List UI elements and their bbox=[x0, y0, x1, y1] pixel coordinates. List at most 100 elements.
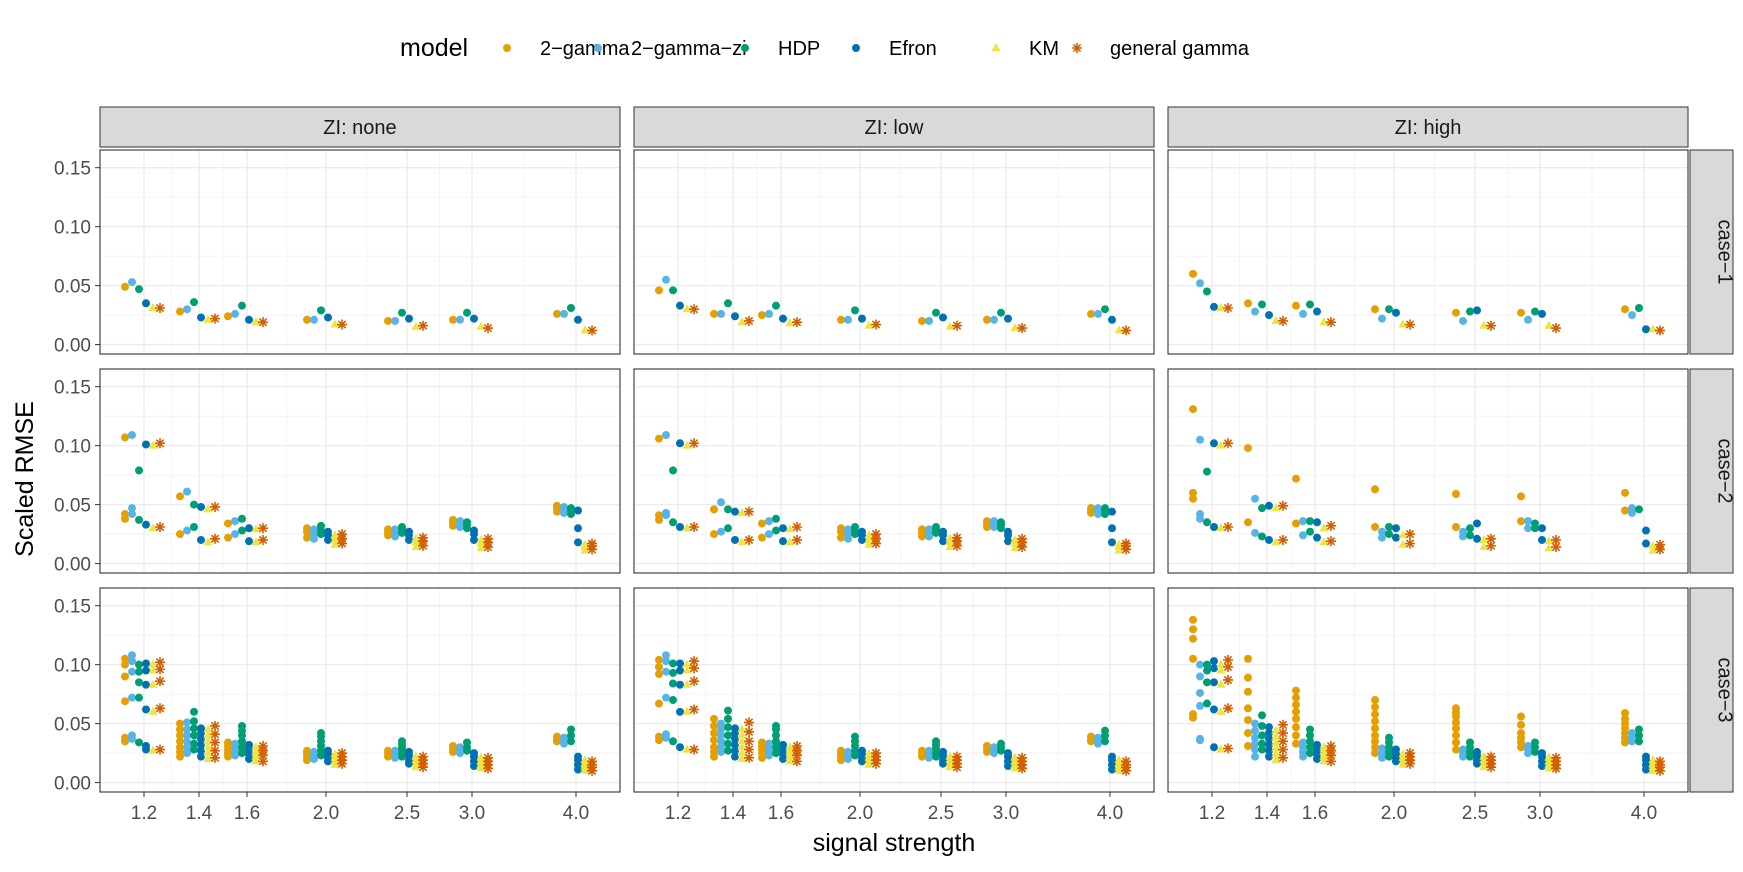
data-point bbox=[303, 746, 311, 755]
data-point bbox=[710, 714, 718, 723]
series-2-gamma bbox=[655, 434, 1095, 542]
data-point bbox=[1371, 710, 1379, 719]
data-point bbox=[1313, 740, 1321, 749]
data-point bbox=[1251, 752, 1259, 761]
data-point bbox=[203, 748, 213, 757]
data-point bbox=[655, 434, 663, 443]
data-point bbox=[710, 743, 718, 752]
data-point bbox=[837, 315, 845, 324]
data-point bbox=[925, 316, 933, 325]
data-point bbox=[1466, 738, 1474, 747]
data-point bbox=[231, 530, 239, 539]
data-point bbox=[251, 751, 261, 760]
series-hdp bbox=[1203, 660, 1643, 761]
data-point bbox=[483, 752, 493, 763]
data-point bbox=[1094, 504, 1102, 513]
data-point bbox=[251, 317, 261, 326]
data-point bbox=[655, 286, 663, 295]
data-point bbox=[851, 732, 859, 741]
panel-border bbox=[99, 587, 621, 793]
data-point bbox=[197, 535, 205, 544]
data-point bbox=[1642, 752, 1650, 761]
data-point bbox=[682, 304, 692, 313]
panel-background bbox=[100, 588, 620, 792]
data-point bbox=[135, 285, 143, 294]
data-point bbox=[1258, 504, 1266, 513]
row-strip-case-3: case−3 bbox=[1689, 587, 1736, 793]
data-point bbox=[1635, 731, 1643, 740]
data-point bbox=[1635, 737, 1643, 746]
data-point bbox=[1642, 539, 1650, 548]
data-point bbox=[669, 679, 677, 688]
strip-label: ZI: high bbox=[1395, 117, 1462, 139]
data-point bbox=[662, 657, 670, 666]
data-point bbox=[925, 525, 933, 534]
data-point bbox=[772, 749, 780, 758]
data-point bbox=[1251, 726, 1259, 735]
data-point bbox=[744, 717, 754, 728]
data-point bbox=[391, 316, 399, 325]
data-point bbox=[1517, 729, 1525, 738]
x-tick-label: 2.0 bbox=[1381, 803, 1407, 824]
data-point bbox=[190, 739, 198, 748]
panel-border bbox=[1167, 587, 1689, 793]
data-point bbox=[1210, 439, 1218, 448]
data-point bbox=[1265, 740, 1273, 749]
data-point bbox=[190, 745, 198, 754]
panel-case-1-zi-high bbox=[1167, 149, 1689, 355]
data-point bbox=[567, 504, 575, 513]
data-point bbox=[1392, 533, 1400, 542]
strip-label: ZI: low bbox=[865, 117, 924, 139]
data-point bbox=[737, 730, 747, 739]
data-point bbox=[224, 533, 232, 542]
data-point bbox=[1210, 523, 1218, 532]
data-point bbox=[918, 316, 926, 325]
data-point bbox=[1299, 309, 1307, 318]
data-point bbox=[1405, 538, 1415, 549]
y-tick-label: 0.15 bbox=[54, 597, 91, 618]
data-point bbox=[1189, 615, 1197, 624]
data-point bbox=[785, 746, 795, 755]
data-point bbox=[231, 309, 239, 318]
data-point bbox=[580, 325, 590, 334]
data-point bbox=[792, 756, 802, 767]
data-point bbox=[1087, 309, 1095, 318]
data-point bbox=[197, 724, 205, 733]
data-point bbox=[1628, 311, 1636, 320]
data-point bbox=[1292, 686, 1300, 695]
data-point bbox=[682, 440, 692, 449]
data-point bbox=[155, 438, 165, 449]
legend-label: KM bbox=[1029, 38, 1059, 60]
data-point bbox=[1108, 524, 1116, 533]
data-point bbox=[1210, 657, 1218, 666]
data-point bbox=[939, 527, 947, 536]
data-point bbox=[574, 315, 582, 324]
y-tick-label: 0.15 bbox=[54, 159, 91, 180]
data-point bbox=[983, 742, 991, 751]
data-point bbox=[1628, 729, 1636, 738]
data-point bbox=[710, 736, 718, 745]
data-point bbox=[1517, 492, 1525, 501]
data-point bbox=[1251, 739, 1259, 748]
x-tick-label: 2.5 bbox=[394, 803, 420, 824]
data-point bbox=[997, 308, 1005, 317]
data-point bbox=[238, 301, 246, 310]
data-point bbox=[1621, 305, 1629, 314]
data-point bbox=[779, 740, 787, 749]
strip-background bbox=[633, 106, 1155, 148]
data-point bbox=[1371, 305, 1379, 314]
data-point bbox=[939, 313, 947, 322]
data-point bbox=[655, 732, 663, 741]
data-point bbox=[758, 519, 766, 528]
data-point bbox=[463, 738, 471, 747]
data-point bbox=[1251, 719, 1259, 728]
data-point bbox=[456, 517, 464, 526]
data-point bbox=[1551, 534, 1561, 545]
data-point bbox=[483, 533, 493, 544]
data-point bbox=[310, 747, 318, 756]
data-point bbox=[765, 530, 773, 539]
data-point bbox=[717, 725, 725, 734]
data-point bbox=[128, 651, 136, 660]
data-point bbox=[864, 539, 874, 548]
data-point bbox=[731, 724, 739, 733]
